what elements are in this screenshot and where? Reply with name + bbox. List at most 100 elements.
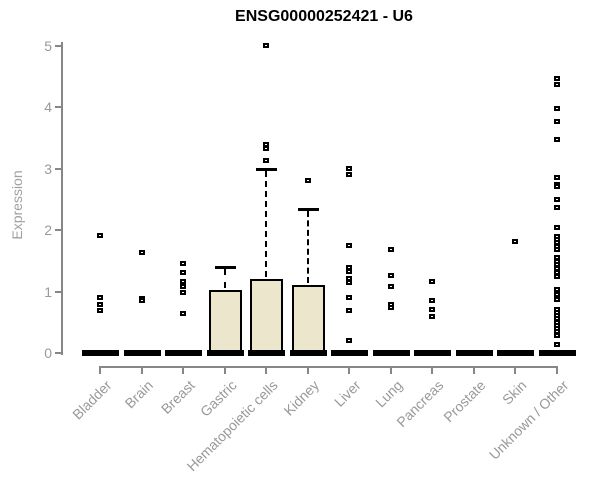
y-axis-line: [61, 42, 63, 355]
x-tick: [473, 368, 475, 374]
outlier-point: [346, 166, 352, 171]
outlier-point: [346, 243, 352, 248]
x-tick: [182, 368, 184, 374]
x-tick: [141, 368, 143, 374]
outlier-point: [305, 178, 311, 183]
x-tick: [514, 368, 516, 374]
outlier-point: [139, 250, 145, 255]
median-bar: [82, 350, 119, 356]
median-bar: [331, 350, 368, 356]
median-bar: [497, 350, 534, 356]
iqr-box: [292, 285, 325, 354]
outlier-point: [554, 197, 560, 202]
x-tick: [99, 368, 101, 374]
x-tick-label: Prostate: [440, 377, 489, 426]
x-axis-line: [99, 366, 558, 368]
median-bar: [373, 350, 410, 356]
x-tick-label: Breast: [157, 377, 198, 417]
outlier-point: [97, 295, 103, 300]
x-tick: [390, 368, 392, 374]
outlier-point: [97, 308, 103, 313]
x-tick-label: Lung: [371, 377, 406, 411]
outlier-point: [180, 270, 186, 275]
outlier-point: [554, 247, 560, 252]
median-bar: [124, 350, 161, 356]
outlier-point: [554, 119, 560, 124]
outlier-point: [180, 279, 186, 284]
y-tick-label: 5: [44, 38, 52, 54]
outlier-point: [429, 314, 435, 319]
y-tick-label: 2: [44, 222, 52, 238]
outlier-point: [554, 184, 560, 189]
x-tick: [265, 368, 267, 374]
chart-title: ENSG00000252421 - U6: [235, 8, 413, 25]
outlier-point: [554, 287, 560, 292]
whisker-cap: [256, 168, 277, 171]
outlier-point: [554, 106, 560, 111]
y-tick: [55, 168, 61, 170]
y-tick: [55, 45, 61, 47]
y-tick: [55, 352, 61, 354]
x-tick: [556, 368, 558, 374]
outlier-point: [263, 146, 269, 151]
x-tick: [431, 368, 433, 374]
median-bar: [248, 350, 285, 356]
x-tick: [348, 368, 350, 374]
median-bar: [290, 350, 327, 356]
outlier-point: [180, 284, 186, 289]
x-tick: [307, 368, 309, 374]
outlier-point: [97, 302, 103, 307]
outlier-point: [554, 205, 560, 210]
outlier-point: [346, 308, 352, 313]
iqr-box: [209, 290, 242, 354]
outlier-point: [180, 290, 186, 295]
outlier-point: [346, 172, 352, 177]
y-tick: [55, 106, 61, 108]
whisker-cap: [215, 266, 236, 269]
y-tick-label: 4: [44, 99, 52, 115]
iqr-box: [250, 279, 283, 354]
outlier-point: [512, 239, 518, 244]
outlier-point: [429, 279, 435, 284]
outlier-point: [554, 76, 560, 81]
outlier-point: [263, 43, 269, 48]
x-tick-label: Brain: [121, 377, 157, 412]
median-bar: [456, 350, 493, 356]
outlier-point: [263, 158, 269, 163]
outlier-point: [554, 292, 560, 297]
y-tick: [55, 229, 61, 231]
outlier-point: [429, 298, 435, 303]
outlier-point: [180, 261, 186, 266]
outlier-point: [346, 269, 352, 274]
y-tick-label: 1: [44, 284, 52, 300]
whisker-line: [265, 171, 267, 277]
outlier-point: [97, 233, 103, 238]
outlier-point: [388, 305, 394, 310]
outlier-point: [388, 247, 394, 252]
median-bar: [165, 350, 202, 356]
x-tick: [224, 368, 226, 374]
outlier-point: [554, 342, 560, 347]
median-bar: [414, 350, 451, 356]
whisker-line: [307, 211, 309, 283]
outlier-point: [180, 311, 186, 316]
outlier-point: [139, 298, 145, 303]
outlier-point: [388, 273, 394, 278]
outlier-point: [346, 295, 352, 300]
outlier-point: [554, 225, 560, 230]
x-tick-label: Bladder: [68, 377, 115, 423]
y-tick: [55, 291, 61, 293]
whisker-cap: [298, 208, 319, 211]
outlier-point: [346, 280, 352, 285]
x-tick-label: Skin: [498, 377, 530, 408]
y-tick-label: 3: [44, 161, 52, 177]
median-bar: [539, 350, 576, 356]
outlier-point: [554, 175, 560, 180]
outlier-point: [554, 297, 560, 302]
outlier-point: [554, 82, 560, 87]
x-tick-label: Liver: [330, 377, 364, 410]
outlier-point: [346, 338, 352, 343]
x-tick-label: Kidney: [280, 377, 323, 419]
outlier-point: [554, 137, 560, 142]
